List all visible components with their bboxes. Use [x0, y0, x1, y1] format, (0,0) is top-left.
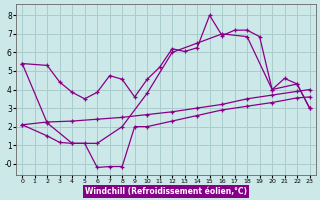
X-axis label: Windchill (Refroidissement éolien,°C): Windchill (Refroidissement éolien,°C)	[85, 187, 247, 196]
